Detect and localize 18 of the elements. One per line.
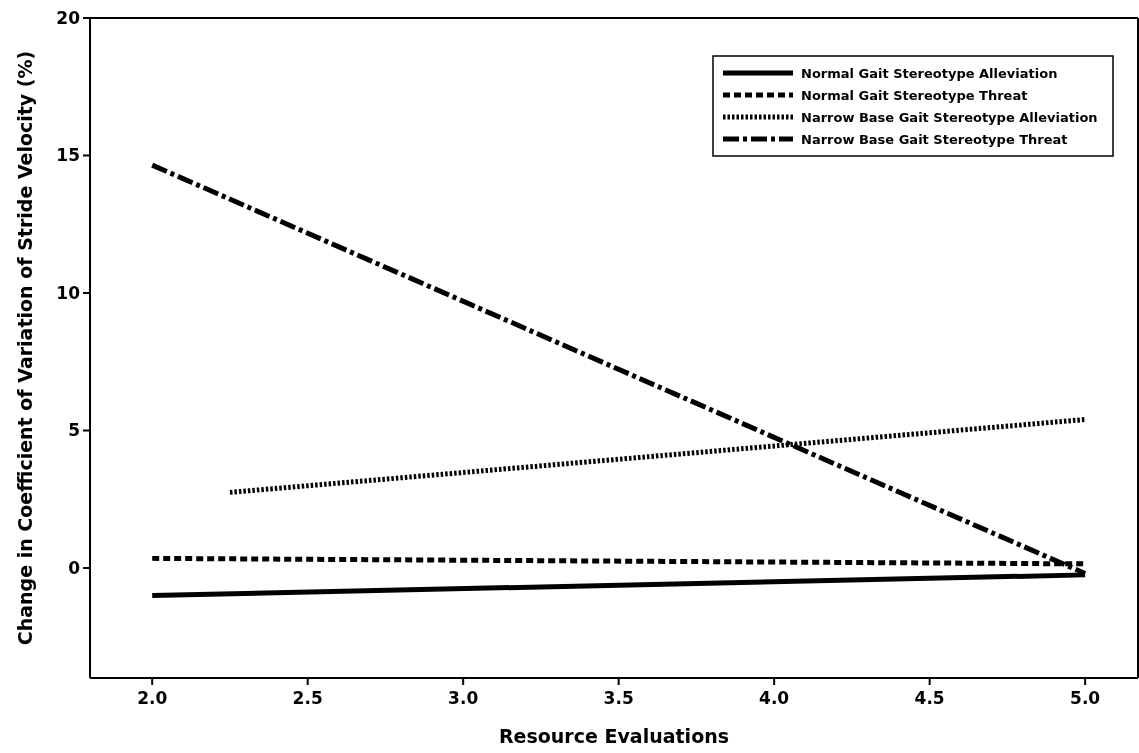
y-tick-label: 20 [56,7,81,28]
x-tick-label: 2.0 [137,688,168,708]
y-tick-label: 0 [68,557,81,578]
legend-label: Normal Gait Stereotype Alleviation [801,65,1058,81]
x-tick-label: 5.0 [1070,688,1101,708]
y-tick-label: 10 [56,282,81,303]
x-tick-label: 4.0 [759,688,790,708]
x-tick-label: 2.5 [292,688,323,708]
x-axis-title: Resource Evaluations [498,725,730,747]
x-tick-label: 3.5 [603,688,634,708]
y-axis-title: Change in Coefficient of Variation of Stride Velocity (%) [14,50,36,646]
legend-label: Normal Gait Stereotype Threat [801,87,1028,103]
y-tick-label: 5 [68,420,80,441]
legend-label: Narrow Base Gait Stereotype Threat [801,131,1068,147]
legend-label: Narrow Base Gait Stereotype Alleviation [801,109,1098,125]
x-tick-label: 3.0 [448,688,479,708]
y-tick-label: 15 [56,145,80,166]
x-tick-label: 4.5 [914,688,945,708]
